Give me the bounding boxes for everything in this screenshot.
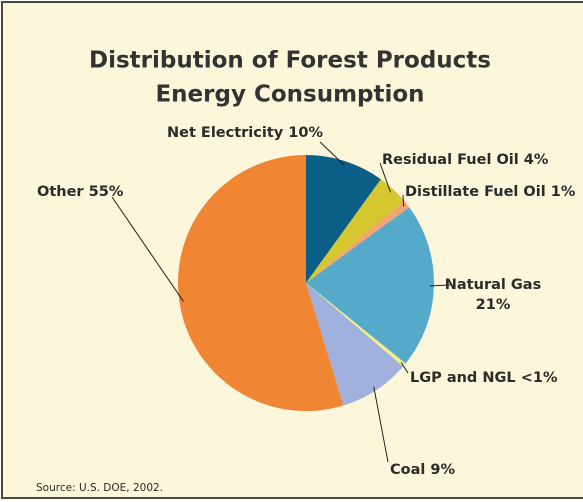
leader-line — [429, 284, 451, 287]
pie-slice — [177, 154, 344, 411]
label-name: Coal — [390, 462, 425, 478]
slice-label: LGP and NGL <1% — [410, 370, 558, 386]
label-value: 4% — [524, 152, 549, 168]
pie-slice — [306, 179, 405, 283]
pie-slice — [306, 207, 434, 364]
pie-slice — [306, 155, 381, 283]
leader-line — [400, 362, 409, 374]
label-value: 21% — [476, 297, 511, 313]
label-value: <1% — [521, 370, 558, 386]
label-value: 55% — [89, 184, 124, 200]
leader-line — [373, 386, 389, 463]
label-value: 9% — [430, 462, 455, 478]
label-name: Distillate Fuel Oil — [405, 184, 546, 200]
slice-label: Coal 9% — [390, 462, 456, 478]
chart-title: Distribution of Forest Products — [89, 48, 491, 74]
pie-slice — [306, 283, 406, 367]
slice-label: Net Electricity 10% — [167, 125, 324, 141]
label-name: Other — [37, 184, 84, 200]
leader-line — [379, 162, 392, 193]
label-value: 10% — [288, 125, 323, 141]
label-name: Natural Gas — [445, 277, 541, 293]
label-name: Residual Fuel Oil — [382, 152, 519, 168]
label-name: LGP and NGL — [410, 370, 516, 386]
leader-line — [111, 196, 184, 302]
slice-label: Natural Gas 21% — [445, 277, 541, 313]
pie-slice — [306, 200, 410, 283]
label-name: Net Electricity — [167, 125, 284, 141]
slice-label: Distillate Fuel Oil 1% — [405, 184, 576, 200]
label-value: 1% — [551, 184, 576, 200]
chart-title: Energy Consumption — [155, 82, 424, 108]
source: Source: U.S. DOE, 2002. — [36, 482, 163, 494]
pie-slice — [306, 283, 403, 406]
slice-label: Residual Fuel Oil 4% — [382, 152, 549, 168]
leader-line — [402, 194, 405, 207]
slice-label: Other 55% — [37, 184, 124, 200]
leader-line — [319, 141, 345, 166]
